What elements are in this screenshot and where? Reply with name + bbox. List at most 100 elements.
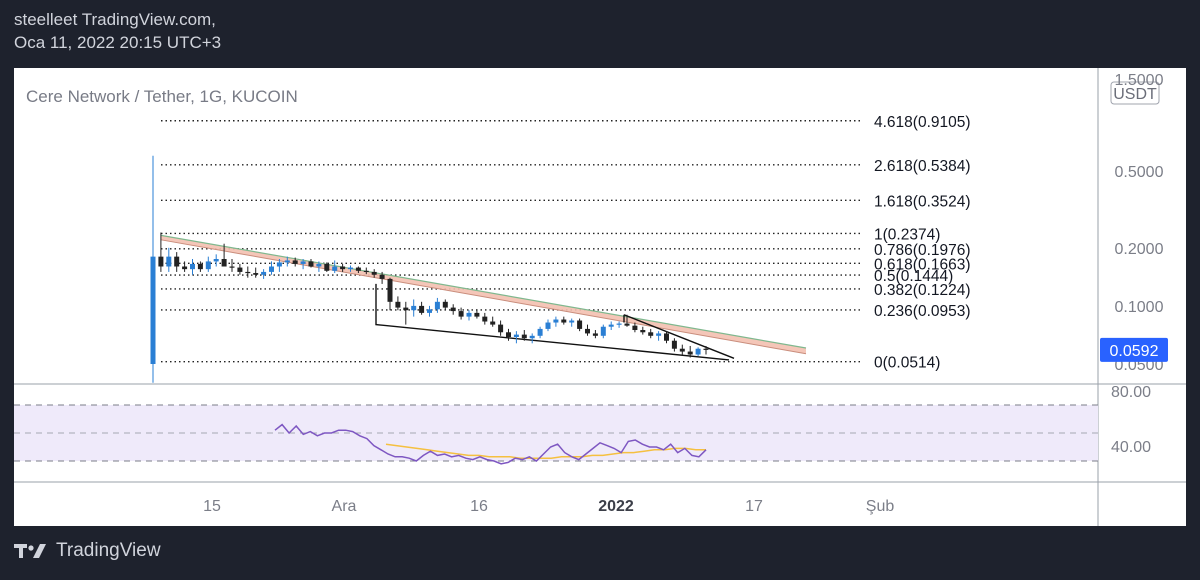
time-tick-label: 15 [203,498,221,515]
candle-body [506,332,511,338]
fib-level-label: 0.786(0.1976) [874,242,971,259]
candle-body [624,323,630,326]
candles [150,155,709,383]
candle-body [640,330,646,333]
candle-body [561,319,567,323]
date-line: Oca 11, 2022 20:15 UTC+3 [14,33,222,52]
candle-body [537,328,543,336]
candle-body [482,316,488,322]
candle-body [340,266,346,270]
fib-level-label: 0.236(0.0953) [874,303,971,320]
candle-body [474,312,480,317]
candle-body [419,305,425,313]
candle-body [703,348,709,350]
candle-body [490,321,496,325]
candle-body [276,262,282,267]
candle-body [158,256,164,267]
candle-body [592,333,598,336]
candle-body [529,335,535,339]
time-tick-label: Ara [332,498,357,515]
rsi-ma-line [385,443,706,459]
fib-level-label: 0.5(0.1444) [874,268,953,285]
candle-body [466,312,472,317]
tradingview-logo-icon [14,544,46,558]
candle-body [190,263,195,270]
candle-body [616,323,622,325]
candle-body [585,328,590,334]
time-tick-label: Şub [866,498,895,515]
candle-body [427,309,432,313]
fib-level-label: 1(0.2374) [874,226,940,243]
candle-body [545,322,551,329]
candle-body [513,334,519,338]
candle-body [166,256,172,267]
wedge-lower-line [375,283,730,361]
time-tick-label: 17 [745,498,763,515]
rsi-tick-label: 40.00 [1111,439,1151,456]
candle-body [308,261,314,267]
candle-body [332,266,338,271]
fib-level-label: 2.618(0.5384) [874,158,971,175]
candle-body [679,348,685,352]
trend-drawings [160,234,807,361]
wedge-upper-line [623,314,735,359]
rsi-line [274,423,707,465]
candle-body [379,274,385,279]
candle-body [434,301,440,310]
candle-body [695,348,701,355]
candle-body [284,260,290,263]
channel-bottom-edge [160,239,807,355]
candle-body [387,278,393,302]
candle-body [671,340,677,349]
footer-brand-label: TradingView [56,540,161,561]
candle-body [221,258,227,267]
chart-area[interactable]: Cere Network / Tether, 1G, KUCOIN USDT 4… [14,68,1186,526]
candle-body [316,263,322,267]
price-tick-label: 0.2000 [1115,241,1164,258]
chart-title: Cere Network / Tether, 1G, KUCOIN [26,87,298,106]
candle-body [569,320,575,323]
last-price-tag-box [1100,337,1168,362]
candle-body [442,301,448,308]
last-price-value: 0.0592 [1110,343,1159,360]
candle-body [261,271,267,275]
candle-body [363,270,369,273]
candle-body [348,267,353,270]
currency-label: USDT [1113,86,1157,103]
time-tick-label: 16 [470,498,488,515]
currency-badge[interactable] [1110,81,1160,105]
candle-body [687,351,693,355]
candle-body [656,333,662,336]
candle-body [355,267,361,271]
rsi-indicator: 80.00 40.00 [274,384,1151,465]
candle-body [600,326,606,336]
candle-body [498,324,504,333]
time-axis: 15 Ara 16 2022 17 Şub [203,498,894,515]
price-tick-label: 1.5000 [1115,72,1164,89]
candle-body [205,261,211,270]
candle-body [458,311,464,317]
price-chart[interactable]: Cere Network / Tether, 1G, KUCOIN USDT 4… [14,68,1186,526]
candle-body [324,263,330,271]
candle-body [648,332,654,336]
price-tick-label: 0.1000 [1115,299,1164,316]
fib-level-label: 0.618(0.1663) [874,256,971,273]
candle-body [664,333,669,341]
candle-body [213,258,219,262]
candle-body [253,273,259,275]
fib-level-label: 1.618(0.3524) [874,193,971,210]
candle-body [411,305,417,311]
candle-body [174,256,180,267]
price-tick-label: 0.5000 [1115,164,1164,181]
candle-body [150,256,156,364]
candle-body [395,301,401,308]
candle-body [632,325,638,331]
fibonacci-levels: 4.618(0.9105) 2.618(0.5384) 1.618(0.3524) 1… [161,114,971,372]
candle-body [245,271,251,274]
rsi-tick-label: 80.00 [1111,384,1151,401]
chart-header: steelleet TradingView.com, Oca 11, 2022 … [14,8,221,54]
candle-body [237,267,243,272]
candle-body [197,263,203,270]
candle-body [371,271,377,275]
footer-brand[interactable]: TradingView [14,540,161,562]
